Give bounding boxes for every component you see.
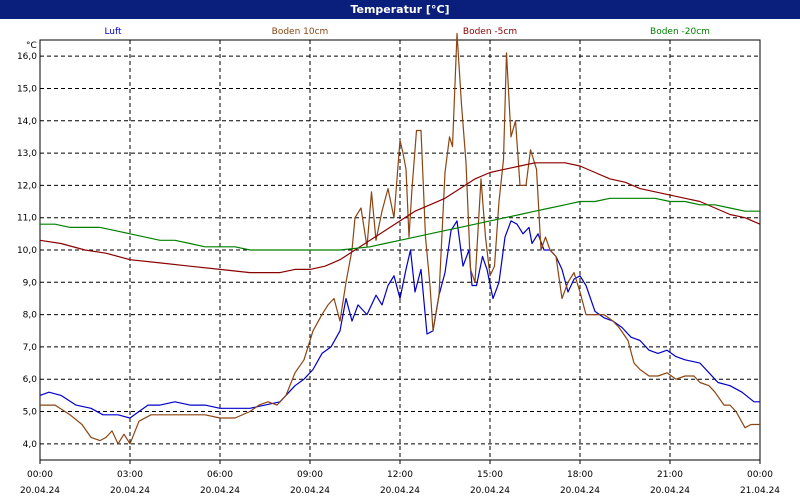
x-tick-time: 15:00	[477, 470, 503, 480]
y-tick-label: 4,0	[23, 440, 38, 450]
series-line-boden-20cm	[40, 197, 760, 251]
legend-item: Boden -5cm	[463, 27, 517, 37]
legend-item: Luft	[104, 27, 122, 37]
x-tick-date: 20.04.24	[650, 486, 690, 496]
series-lines	[39, 32, 761, 445]
legend: Luft Boden 10cm Boden -5cm Boden -20cm	[104, 27, 710, 37]
x-tick-date: 20.04.24	[200, 486, 240, 496]
x-tick-time: 00:00	[27, 470, 53, 480]
series-line-boden-5cm	[39, 162, 761, 274]
x-tick-date: 20.04.24	[470, 486, 510, 496]
chart-title: Temperatur [°C]	[0, 0, 800, 19]
x-axis: 00:00 20.04.24 03:00 20.04.24 06:00 20.04.24 0…	[20, 460, 780, 496]
y-tick-label: 9,0	[23, 278, 38, 288]
legend-item: Boden -20cm	[650, 27, 710, 37]
y-tick-label: 14,0	[17, 117, 37, 127]
x-tick-date: 21.04.24	[740, 486, 780, 496]
y-tick-label: 8,0	[23, 311, 38, 321]
x-tick-time: 09:00	[297, 470, 323, 480]
x-tick-date: 20.04.24	[110, 486, 150, 496]
grid	[40, 40, 760, 460]
series-line-boden-10cm	[40, 32, 760, 445]
x-tick-date: 20.04.24	[290, 486, 330, 496]
x-tick-time: 12:00	[387, 470, 413, 480]
x-tick-date: 20.04.24	[560, 486, 600, 496]
y-axis-label: °C	[26, 41, 37, 51]
x-tick-time: 18:00	[567, 470, 593, 480]
y-tick-label: 16,0	[17, 52, 37, 62]
y-tick-label: 6,0	[23, 375, 38, 385]
y-axis: 4,0 5,0 6,0 7,0 8,0 9,0 10,0 11,0 12,0 13,0 14,0 15…	[17, 52, 37, 450]
x-tick-time: 06:00	[207, 470, 233, 480]
y-tick-label: 11,0	[17, 214, 37, 224]
y-tick-label: 12,0	[17, 181, 37, 191]
x-tick-date: 20.04.24	[20, 486, 60, 496]
y-tick-label: 13,0	[17, 149, 37, 159]
y-tick-label: 10,0	[17, 246, 37, 256]
series-line-luft	[39, 220, 760, 419]
y-tick-label: 15,0	[17, 84, 37, 94]
x-tick-time: 21:00	[657, 470, 683, 480]
y-tick-label: 7,0	[23, 343, 38, 353]
x-tick-time: 00:00	[747, 470, 773, 480]
x-tick-time: 03:00	[117, 470, 143, 480]
x-tick-date: 20.04.24	[380, 486, 420, 496]
legend-item: Boden 10cm	[272, 27, 329, 37]
y-tick-label: 5,0	[23, 408, 38, 418]
